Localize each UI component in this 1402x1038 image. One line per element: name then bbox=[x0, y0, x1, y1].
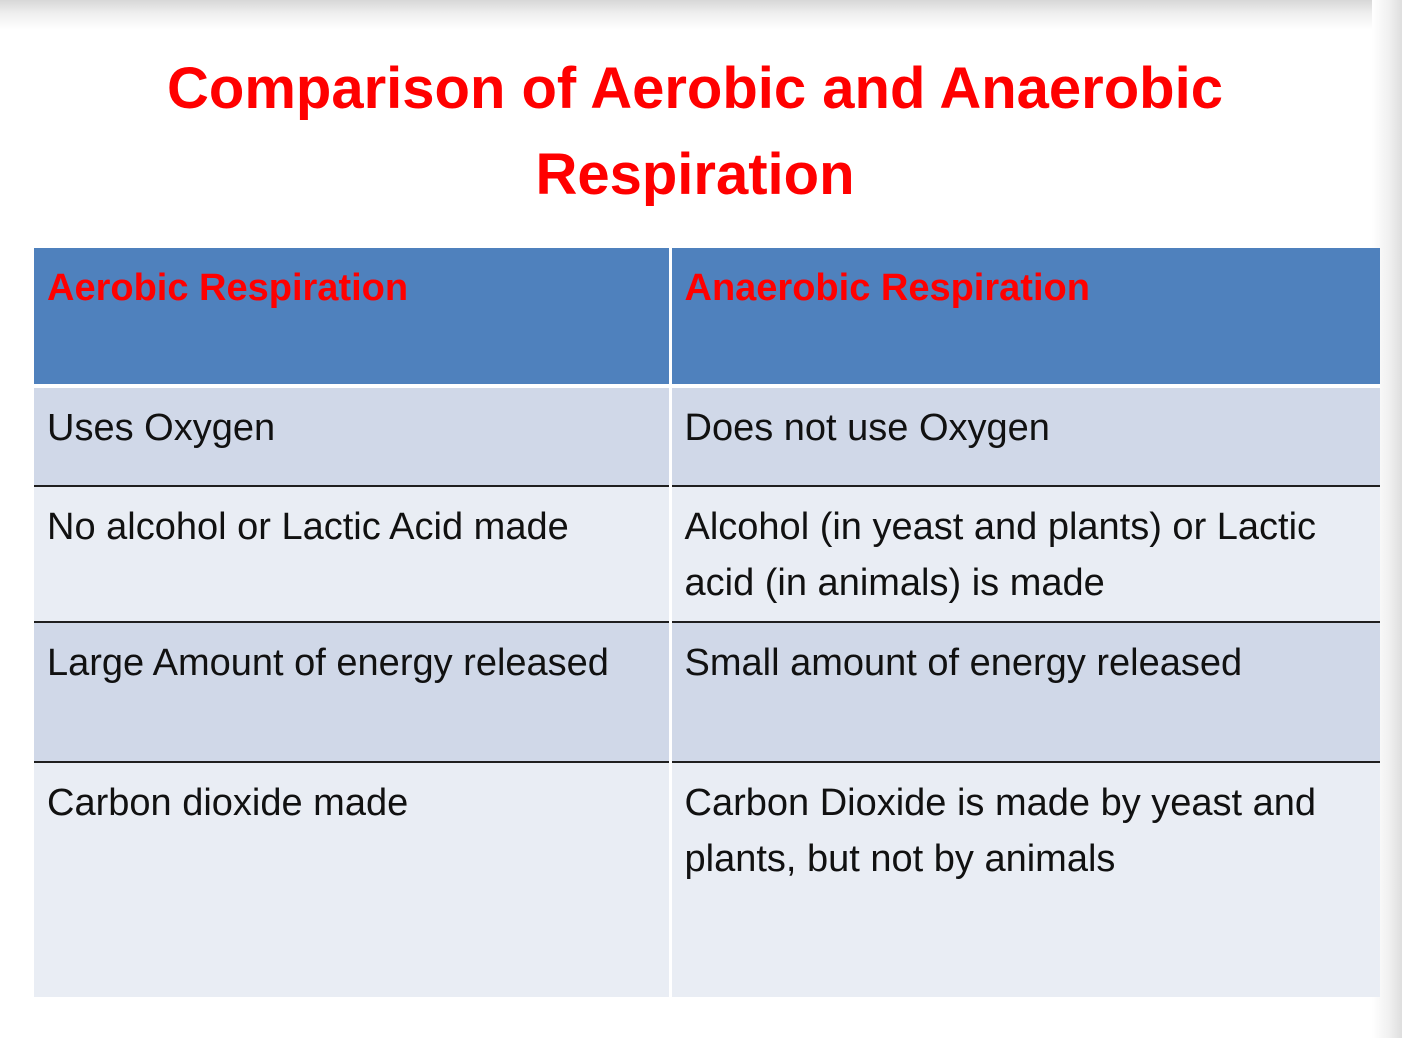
slide-title: Comparison of Aerobic and Anaerobic Resp… bbox=[167, 56, 1223, 207]
table-row: Uses Oxygen Does not use Oxygen bbox=[34, 386, 1380, 487]
anaerobic-cell: Carbon Dioxide is made by yeast and plan… bbox=[670, 762, 1380, 997]
aerobic-cell: Carbon dioxide made bbox=[34, 762, 672, 997]
aerobic-cell: Uses Oxygen bbox=[34, 386, 672, 487]
comparison-table: Aerobic Respiration Anaerobic Respiratio… bbox=[34, 248, 1380, 997]
aerobic-cell: No alcohol or Lactic Acid made bbox=[34, 486, 672, 623]
top-shadow bbox=[0, 0, 1402, 30]
anaerobic-cell: Does not use Oxygen bbox=[670, 386, 1380, 487]
anaerobic-cell: Small amount of energy released bbox=[670, 622, 1380, 763]
table-row: Large Amount of energy released Small am… bbox=[34, 622, 1380, 763]
header-aerobic: Aerobic Respiration bbox=[34, 248, 672, 388]
anaerobic-cell: Alcohol (in yeast and plants) or Lactic … bbox=[670, 486, 1380, 623]
header-anaerobic: Anaerobic Respiration bbox=[670, 248, 1380, 388]
aerobic-cell: Large Amount of energy released bbox=[34, 622, 672, 763]
table-row: No alcohol or Lactic Acid made Alcohol (… bbox=[34, 486, 1380, 623]
table-row: Carbon dioxide made Carbon Dioxide is ma… bbox=[34, 762, 1380, 997]
table-header-row: Aerobic Respiration Anaerobic Respiratio… bbox=[34, 248, 1380, 388]
